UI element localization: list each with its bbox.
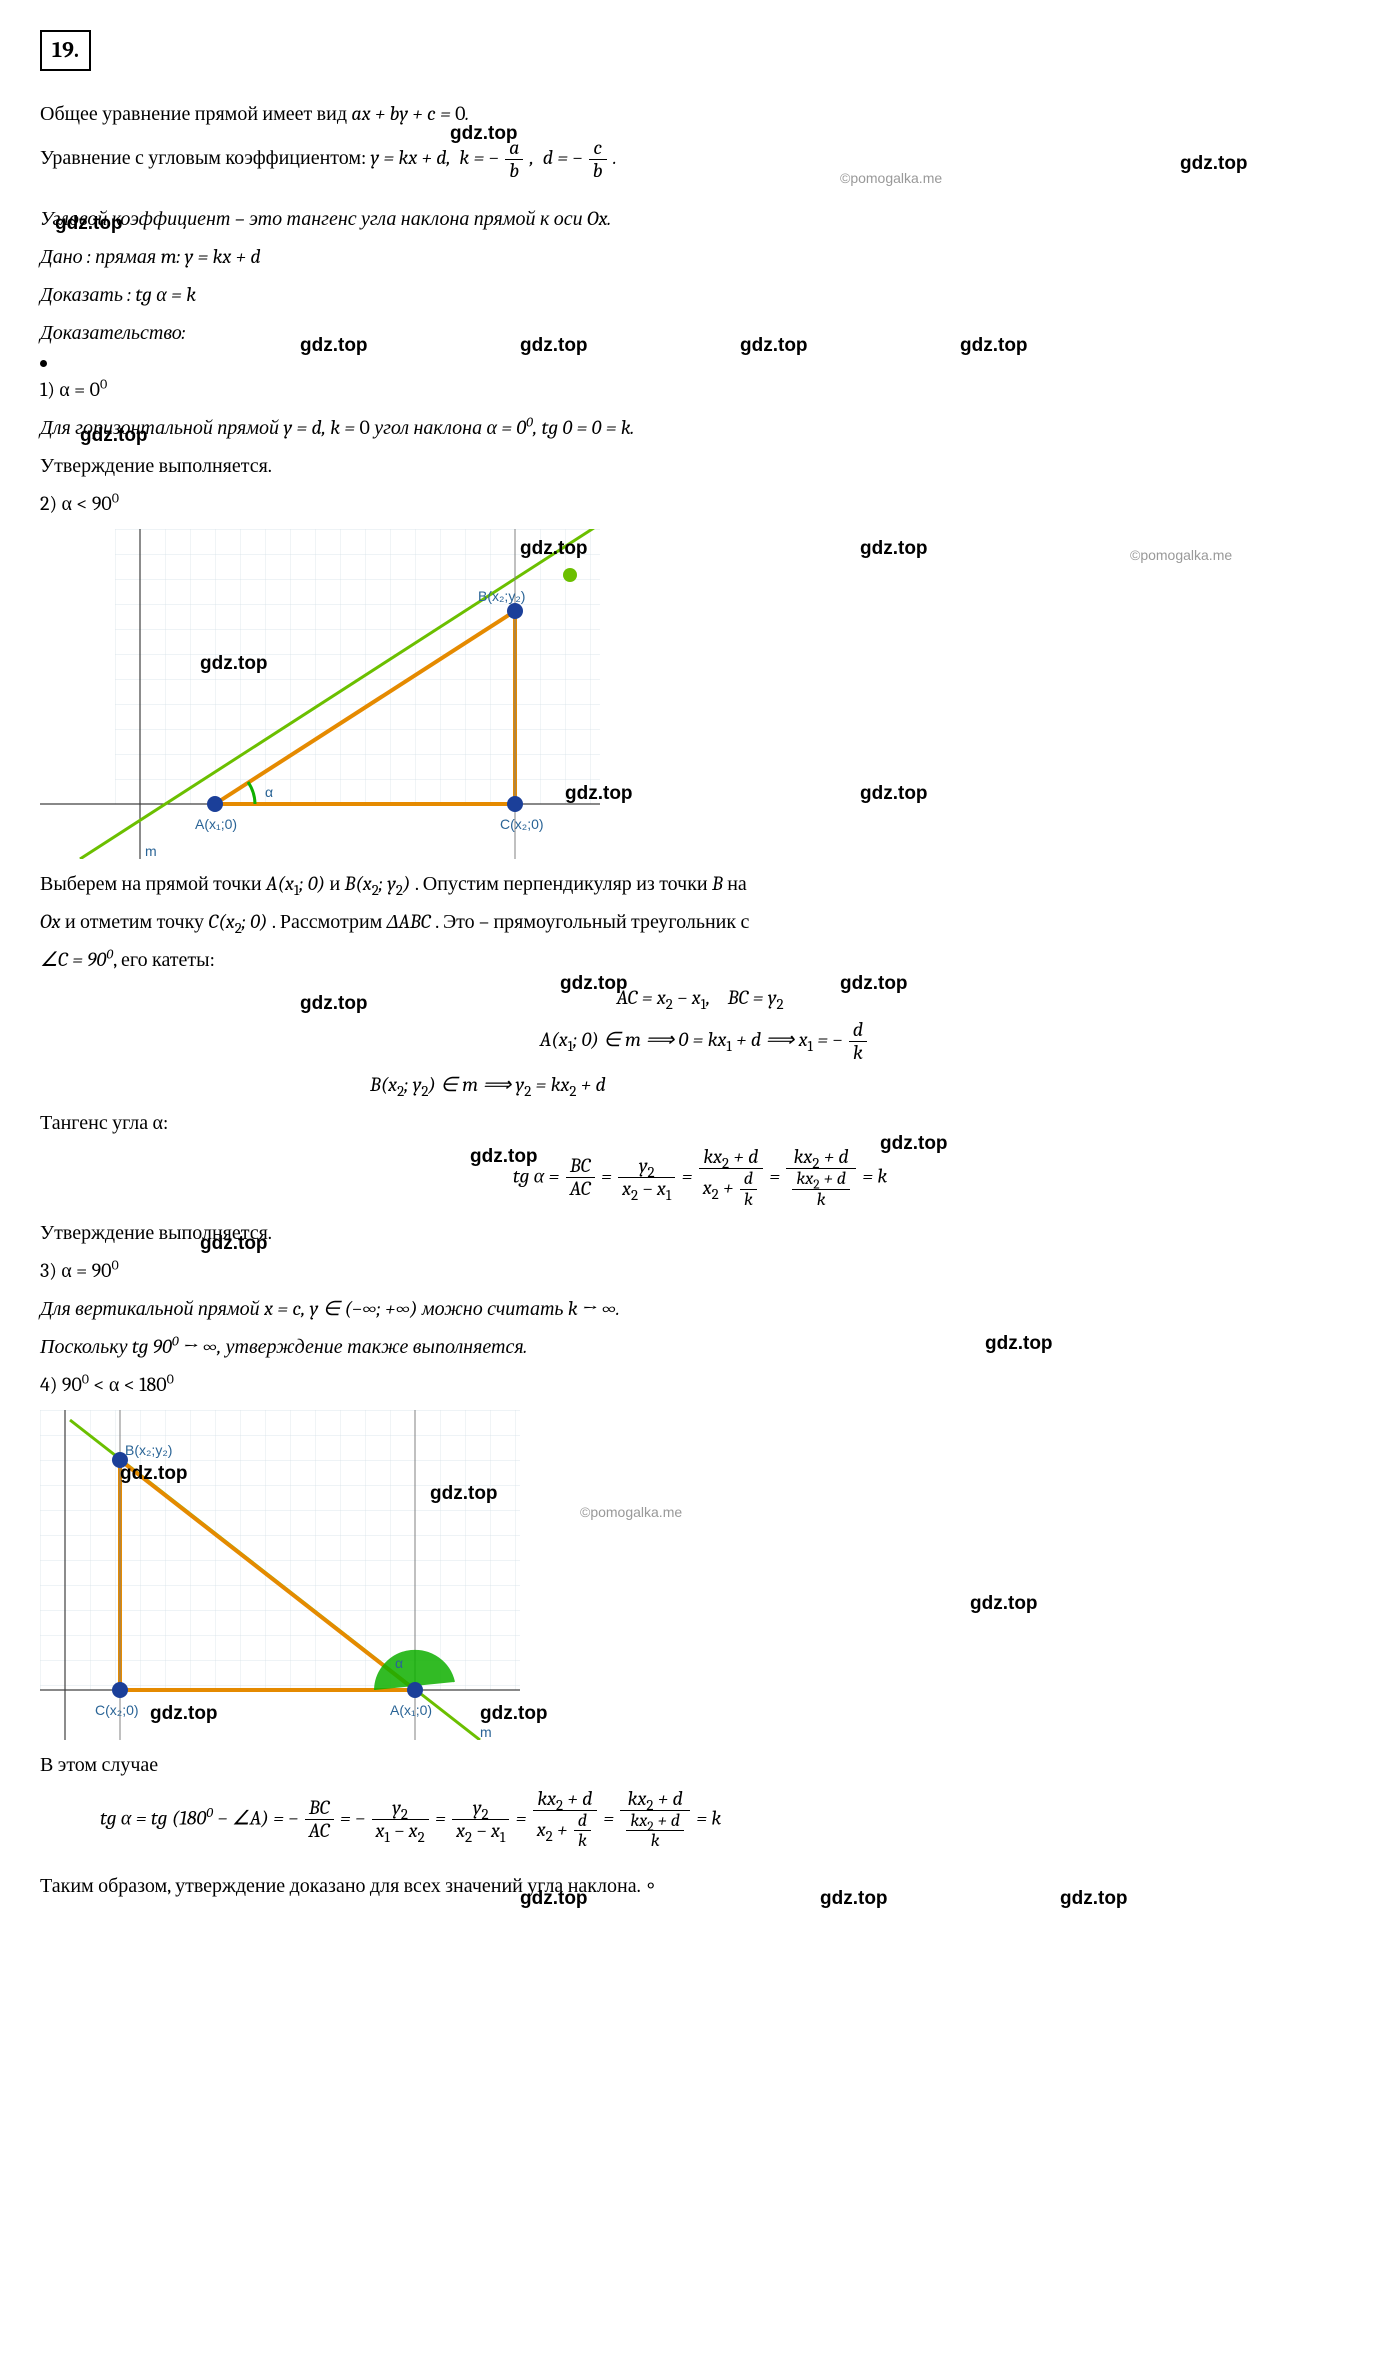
prove-body: : tg α = k	[127, 283, 196, 306]
c2-ox-pre: и отметим точку	[65, 910, 208, 933]
c1-num: 1) α = 0	[40, 378, 100, 401]
case2-angle: ∠C = 900, его катеты:	[40, 945, 1360, 975]
given-pre: Дано	[40, 245, 83, 268]
intro-2-pre: Уравнение с угловым коэффициентом:	[40, 146, 371, 169]
given-line: Дано : прямая m: y = kx + d	[40, 242, 1360, 272]
diagram-2: A(x₁;0) B(x₂;y₂) C(x₂;0) m α	[40, 1410, 1360, 1740]
case2-head: 2) α < 900	[40, 489, 1360, 519]
proof-word: Доказательство:	[40, 318, 1360, 348]
d1-alpha-label: α	[265, 784, 273, 800]
eq-a: A(x1; 0) ∈ m ⟹ 0 = kx1 + d ⟹ x1 = − dk	[40, 1019, 1360, 1064]
conclusion: Таким образом, утверждение доказано для …	[40, 1871, 1360, 1901]
case4-intro: В этом случае	[40, 1750, 1360, 1780]
intro-1-math: ax + by + c = 0.	[351, 102, 469, 125]
c2-ox-post: . Это – прямоугольный треугольник с	[435, 910, 749, 933]
def-text: Угловой коэффициент – это тангенс угла н…	[40, 207, 611, 230]
c3-num: 3) α = 90	[40, 1259, 112, 1282]
d2-A-label: A(x₁;0)	[390, 1702, 432, 1718]
d1-B-label: B(x₂;y₂)	[478, 588, 525, 604]
c2-ox-mid: . Рассмотрим	[272, 910, 387, 933]
case4-head: 4) 900 < α < 1800	[40, 1370, 1360, 1400]
case3-head: 3) α = 900	[40, 1256, 1360, 1286]
intro-1-pre: Общее уравнение прямой имеет вид	[40, 102, 351, 125]
eq-ac: AC = x2 − x1, BC = y2	[40, 983, 1360, 1013]
case2-ok: Утверждение выполняется.	[40, 1218, 1360, 1248]
eq-b: B(x2; y2) ∈ m ⟹ y2 = kx2 + d	[40, 1070, 1360, 1100]
case2-choose: Выберем на прямой точки A(x1; 0) и B(x2;…	[40, 869, 1360, 899]
tan-label: Тангенс угла α:	[40, 1108, 1360, 1138]
definition: Угловой коэффициент – это тангенс угла н…	[40, 204, 1360, 234]
diagram-1: A(x₁;0) B(x₂;y₂) C(x₂;0) m α	[40, 529, 1360, 859]
prove-pre: Доказать	[40, 283, 123, 306]
intro-line-2: Уравнение с угловым коэффициентом: y = k…	[40, 137, 1360, 182]
d1-m-label: m	[145, 843, 157, 859]
case3-l2: Поскольку tg 900 → ∞, утверждение также …	[40, 1332, 1360, 1362]
case3-l1: Для вертикальной прямой x = c, y ∈ (−∞; …	[40, 1294, 1360, 1324]
c2-choose-pre: Выберем на прямой точки	[40, 872, 266, 895]
case1-ok: Утверждение выполняется.	[40, 451, 1360, 481]
eq-tan-4: tg α = tg (1800 − ∠A) = − BCAC = − y2x1 …	[40, 1788, 1360, 1852]
problem-number: 19.	[40, 30, 91, 71]
eq-tan: tg α = BCAC = y2x2 − x1 = kx2 + d x2 + d…	[40, 1146, 1360, 1210]
d2-alpha-label: α	[395, 1655, 403, 1671]
case2-ox: Ox и отметим точку C(x2; 0) . Рассмотрим…	[40, 907, 1360, 937]
intro-line-1: Общее уравнение прямой имеет вид ax + by…	[40, 99, 1360, 129]
d2-m-label: m	[480, 1724, 492, 1740]
c2-choose-post2: на	[727, 872, 747, 895]
d1-C-label: C(x₂;0)	[500, 816, 544, 832]
d2-C-label: C(x₂;0)	[95, 1702, 139, 1718]
case1-head: 1) α = 00	[40, 375, 1360, 405]
given-body: : прямая m: y = kx + d	[87, 245, 261, 268]
intro-2-math: y = kx + d, k = − ab , d = − cb .	[371, 146, 617, 169]
d2-B-label: B(x₂;y₂)	[125, 1442, 172, 1458]
c2-choose-post1: . Опустим перпендикуляр из точки	[415, 872, 712, 895]
c2-num: 2) α < 90	[40, 492, 112, 515]
d1-A-label: A(x₁;0)	[195, 816, 237, 832]
prove-line: Доказать : tg α = k	[40, 280, 1360, 310]
c2-choose-mid: и	[329, 872, 344, 895]
case1-line: Для горизонтальной прямой y = d, k = 0 у…	[40, 413, 1360, 443]
bullet-icon	[40, 360, 47, 367]
